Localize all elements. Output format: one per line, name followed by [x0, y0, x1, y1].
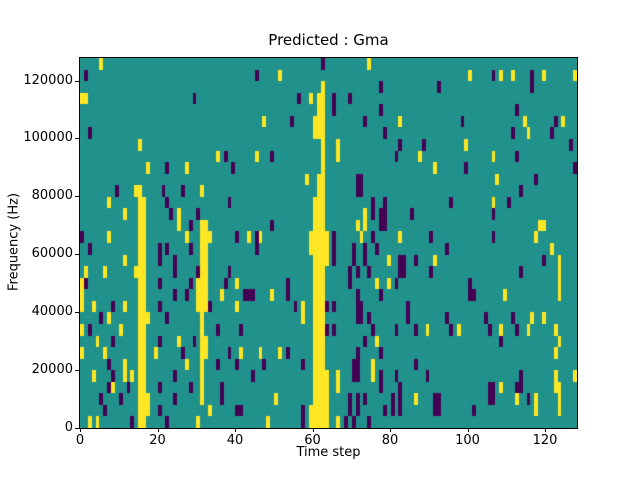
x-tick-label: 40	[226, 433, 244, 448]
x-tick-mark	[80, 428, 81, 432]
x-tick-mark	[312, 428, 314, 432]
y-tick-mark	[75, 254, 79, 256]
y-tick-label: 120000	[23, 72, 73, 88]
y-tick-label: 80000	[31, 188, 73, 204]
y-tick-label: 20000	[31, 361, 73, 377]
x-tick-mark	[157, 428, 159, 432]
y-tick-mark	[75, 196, 79, 198]
y-tick-mark	[75, 138, 79, 140]
y-tick-label: 100000	[23, 130, 73, 146]
y-tick-mark	[75, 427, 79, 429]
x-tick-label: 0	[75, 433, 85, 448]
x-tick-label: 100	[455, 433, 480, 448]
y-tick-mark	[75, 369, 79, 371]
y-tick-label: 60000	[31, 246, 73, 262]
x-tick-label: 20	[149, 433, 166, 448]
x-tick-label: 60	[304, 433, 321, 448]
x-tick-label: 120	[532, 433, 558, 448]
x-tick-mark	[235, 428, 236, 432]
x-tick-mark	[467, 428, 469, 432]
chart-title: Predicted : Gma	[268, 31, 389, 49]
heatmap-image	[80, 58, 577, 428]
y-tick-mark	[75, 311, 79, 313]
y-tick-label: 40000	[31, 303, 73, 319]
plot-area	[79, 57, 578, 429]
x-axis-label: Time step	[296, 445, 361, 460]
x-tick-mark	[545, 428, 546, 432]
y-tick-label: 0	[64, 419, 73, 435]
y-tick-mark	[75, 80, 79, 82]
x-tick-label: 80	[381, 433, 399, 448]
x-tick-mark	[390, 428, 391, 432]
y-axis-label: Frequency (Hz)	[6, 192, 22, 292]
